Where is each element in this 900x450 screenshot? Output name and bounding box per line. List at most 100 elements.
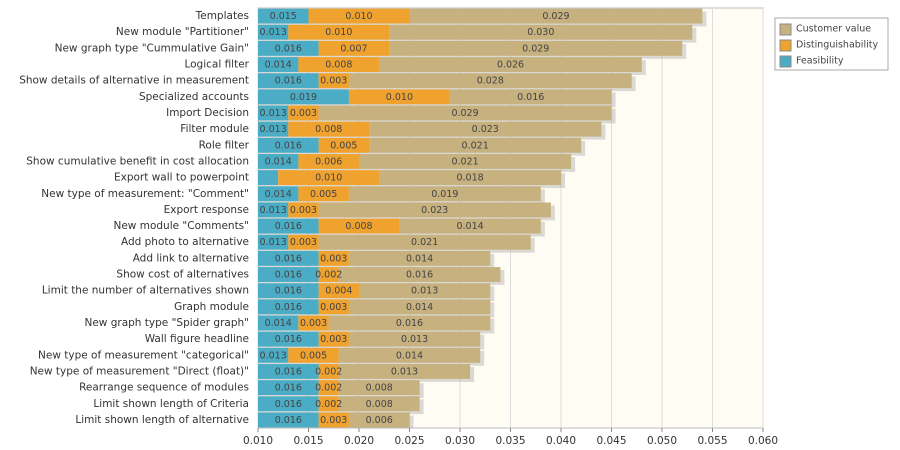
- x-tick-label: 0.050: [647, 435, 677, 447]
- value-label: 0.016: [275, 140, 302, 151]
- bar-segment: [318, 412, 349, 428]
- y-tick-label: New graph type "Cummulative Gain": [55, 42, 249, 54]
- value-label: 0.005: [310, 189, 337, 200]
- bar-segment: [338, 347, 481, 363]
- value-label: 0.016: [275, 43, 302, 54]
- value-label: 0.016: [406, 270, 433, 281]
- bar-segment: [258, 315, 299, 331]
- bar-segment: [318, 331, 349, 347]
- value-label: 0.003: [290, 205, 317, 216]
- bar-segment: [389, 24, 693, 40]
- value-label: 0.002: [315, 399, 342, 410]
- bar-segment: [258, 396, 319, 412]
- x-tick-label: 0.015: [293, 435, 323, 447]
- value-label: 0.003: [300, 318, 327, 329]
- value-label: 0.021: [462, 140, 489, 151]
- bar-segment: [308, 8, 410, 24]
- value-label: 0.014: [265, 60, 292, 71]
- value-label: 0.007: [340, 43, 367, 54]
- value-label: 0.013: [260, 205, 287, 216]
- bar-segment: [258, 347, 289, 363]
- value-label: 0.016: [275, 270, 302, 281]
- bar-segment: [258, 186, 299, 202]
- value-label: 0.019: [290, 92, 317, 103]
- y-tick-label: New type of measurement "Direct (float)": [30, 365, 249, 377]
- value-label: 0.014: [265, 156, 292, 167]
- value-label: 0.026: [497, 60, 524, 71]
- bar-segment: [348, 89, 450, 105]
- value-label: 0.018: [456, 173, 483, 184]
- value-label: 0.013: [260, 27, 287, 38]
- legend-swatch: [779, 39, 792, 52]
- value-label: 0.008: [325, 60, 352, 71]
- value-label: 0.003: [320, 415, 347, 426]
- y-tick-label: Logical filter: [184, 59, 249, 71]
- bar-segment: [258, 154, 299, 169]
- bar-segment: [369, 137, 582, 153]
- bar-segment: [258, 57, 299, 72]
- bar-segment: [258, 364, 319, 379]
- y-tick-label: Export response: [164, 204, 249, 216]
- value-label: 0.008: [366, 383, 393, 394]
- value-label: 0.003: [320, 302, 347, 313]
- x-tick-label: 0.010: [243, 435, 273, 447]
- value-label: 0.016: [275, 334, 302, 345]
- value-label: 0.014: [265, 318, 292, 329]
- value-label: 0.014: [456, 221, 483, 232]
- value-label: 0.003: [320, 334, 347, 345]
- value-label: 0.010: [315, 173, 342, 184]
- bar-segment: [278, 170, 380, 186]
- bar-segment: [318, 105, 612, 121]
- bar-segment: [348, 250, 491, 266]
- bar-segment: [409, 8, 703, 24]
- bar-segment: [258, 380, 319, 396]
- bar-segment: [338, 267, 501, 282]
- bar-segment: [359, 154, 572, 169]
- value-label: 0.013: [260, 108, 287, 119]
- x-tick-label: 0.045: [596, 435, 626, 447]
- bar-segment: [318, 234, 531, 250]
- y-tick-label: New module "Comments": [113, 220, 249, 232]
- bar-segment: [298, 57, 380, 72]
- bar-segment: [258, 202, 289, 218]
- bar-segment: [258, 170, 279, 186]
- value-label: 0.003: [320, 253, 347, 264]
- value-label: 0.003: [290, 108, 317, 119]
- bar-segment: [348, 73, 632, 89]
- bar-segment: [359, 283, 491, 299]
- legend-label: Feasibility: [796, 56, 844, 67]
- value-label: 0.028: [477, 76, 504, 87]
- y-tick-label: Specialized accounts: [139, 91, 249, 103]
- bar-segment: [258, 250, 319, 266]
- value-label: 0.019: [431, 189, 458, 200]
- value-label: 0.008: [345, 221, 372, 232]
- bar-segment: [318, 380, 339, 396]
- value-label: 0.029: [451, 108, 478, 119]
- y-tick-label: Add link to alternative: [133, 252, 249, 264]
- y-tick-label: Limit the number of alternatives shown: [42, 285, 249, 297]
- value-label: 0.008: [315, 124, 342, 135]
- y-tick-label: Show cumulative benefit in cost allocati…: [26, 155, 249, 167]
- bar-segment: [288, 234, 319, 250]
- value-label: 0.029: [542, 11, 569, 22]
- value-label: 0.016: [275, 221, 302, 232]
- value-label: 0.016: [275, 286, 302, 297]
- y-tick-label: Role filter: [199, 139, 250, 151]
- value-label: 0.006: [366, 415, 393, 426]
- value-label: 0.004: [325, 286, 352, 297]
- value-label: 0.014: [406, 253, 433, 264]
- bar-segment: [348, 299, 491, 315]
- value-label: 0.002: [315, 270, 342, 281]
- x-tick-label: 0.040: [546, 435, 576, 447]
- x-tick-label: 0.025: [394, 435, 424, 447]
- bar-segment: [399, 218, 541, 234]
- value-label: 0.021: [411, 237, 438, 248]
- value-label: 0.003: [290, 237, 317, 248]
- bar-segment: [258, 105, 289, 121]
- bar-segment: [318, 299, 349, 315]
- y-tick-label: Wall figure headline: [145, 333, 249, 345]
- bar-segment: [258, 8, 309, 24]
- value-label: 0.016: [517, 92, 544, 103]
- y-tick-label: Show cost of alternatives: [116, 269, 249, 281]
